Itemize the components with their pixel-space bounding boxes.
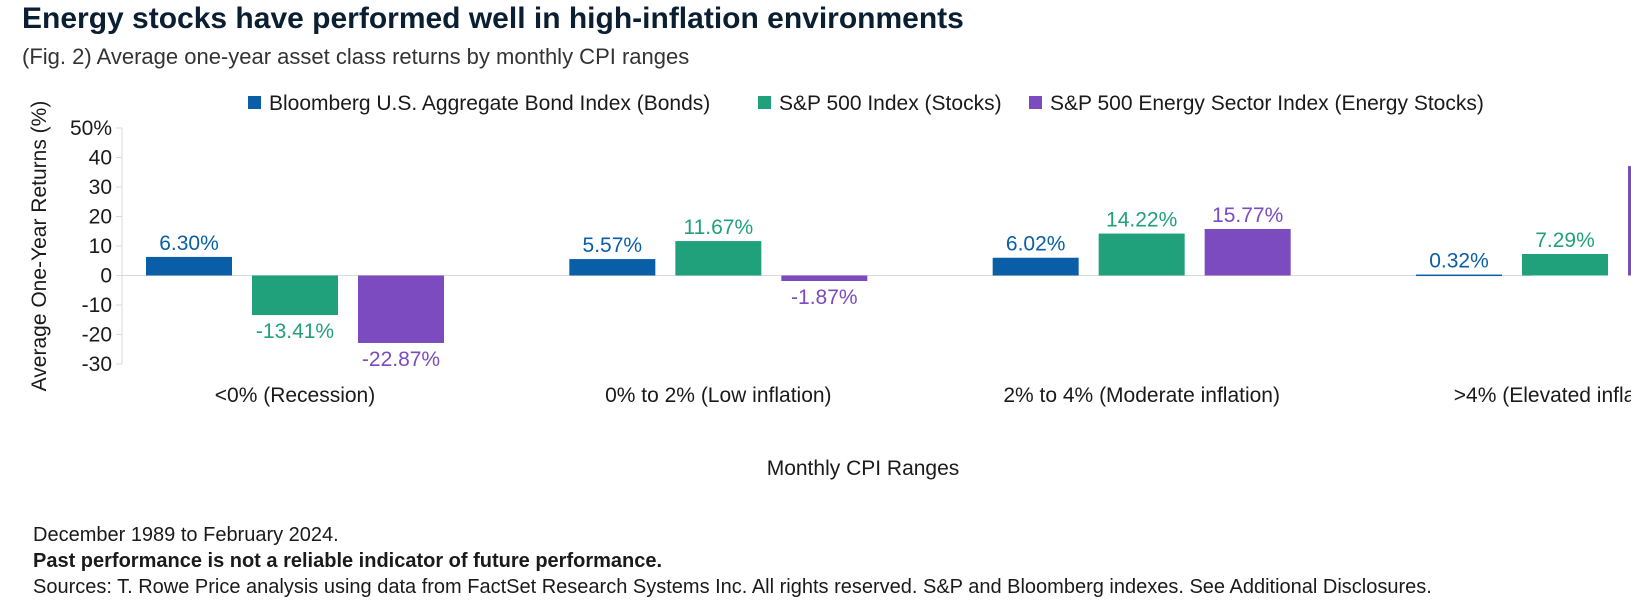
data-label: 11.67% <box>683 216 753 239</box>
x-tick-label: <0% (Recession) <box>215 384 375 407</box>
data-label: -13.41% <box>256 320 334 343</box>
x-tick-label: 2% to 4% (Moderate inflation) <box>1003 384 1280 407</box>
y-tick-label: -30 <box>82 353 112 376</box>
y-tick-label: 20 <box>89 206 112 229</box>
data-label: 14.22% <box>1106 209 1177 232</box>
chart-title: Energy stocks have performed well in hig… <box>22 2 964 35</box>
y-tick-label: 10 <box>89 235 112 258</box>
x-tick-label: >4% (Elevated inflation) <box>1454 384 1631 407</box>
legend-item: S&P 500 Index (Stocks) <box>758 92 1002 115</box>
data-label: 15.77% <box>1212 204 1283 227</box>
legend-label: S&P 500 Index (Stocks) <box>779 92 1002 115</box>
data-label: 0.32% <box>1429 250 1489 273</box>
data-label: -1.87% <box>791 286 858 309</box>
bar <box>146 256 232 276</box>
chart-subtitle: (Fig. 2) Average one-year asset class re… <box>22 44 690 69</box>
legend-label: S&P 500 Energy Sector Index (Energy Stoc… <box>1050 92 1484 115</box>
legend-swatch <box>758 96 771 109</box>
bar <box>1416 274 1502 277</box>
bar <box>992 257 1079 276</box>
legend-swatch <box>1029 96 1042 109</box>
y-axis-label: Average One-Year Returns (%) <box>28 101 51 392</box>
bar <box>1628 166 1631 276</box>
bars <box>146 166 1631 343</box>
y-tick-label: -20 <box>82 324 112 347</box>
x-axis: <0% (Recession) 0% to 2% (Low inflation) 2… <box>215 384 1631 407</box>
data-label: 6.02% <box>1006 233 1066 256</box>
y-tick-label: 40 <box>89 147 112 170</box>
footnotes: December 1989 to February 2024. Past per… <box>33 522 1432 600</box>
data-label: 7.29% <box>1535 229 1595 252</box>
sources-note: Sources: T. Rowe Price analysis using da… <box>33 576 1432 598</box>
x-axis-label: Monthly CPI Ranges <box>767 457 960 480</box>
data-labels: 6.30% -13.41% -22.87% 5.57% 11.67% -1.87% 6.02… <box>159 204 1595 371</box>
y-tick-label: 0 <box>100 265 112 288</box>
data-label: 5.57% <box>583 234 643 257</box>
bar <box>1098 233 1185 276</box>
legend-label: Bloomberg U.S. Aggregate Bond Index (Bon… <box>269 92 710 115</box>
legend-swatch <box>248 96 261 109</box>
bar <box>358 275 444 343</box>
bar <box>1204 228 1291 276</box>
bar <box>781 275 868 282</box>
legend-item: S&P 500 Energy Sector Index (Energy Stoc… <box>1029 92 1484 115</box>
y-tick-label: 30 <box>89 176 112 199</box>
legend-item: Bloomberg U.S. Aggregate Bond Index (Bon… <box>248 92 710 115</box>
bar <box>1522 253 1608 276</box>
bar <box>569 259 656 276</box>
y-tick-label: -10 <box>82 294 112 317</box>
x-tick-label: 0% to 2% (Low inflation) <box>605 384 831 407</box>
bar <box>252 275 338 316</box>
y-tick-label: 50% <box>70 117 112 140</box>
data-label: -22.87% <box>362 348 440 371</box>
bar-chart: Bloomberg U.S. Aggregate Bond Index (Bon… <box>28 92 1631 480</box>
legend: Bloomberg U.S. Aggregate Bond Index (Bon… <box>248 92 1484 115</box>
period-note: December 1989 to February 2024. <box>33 524 339 546</box>
y-axis: 50% 40 30 20 10 0 -10 -20 -30 <box>70 117 1532 376</box>
bar <box>675 241 762 276</box>
disclaimer-note: Past performance is not a reliable indic… <box>33 550 663 572</box>
data-label: 6.30% <box>159 232 219 255</box>
